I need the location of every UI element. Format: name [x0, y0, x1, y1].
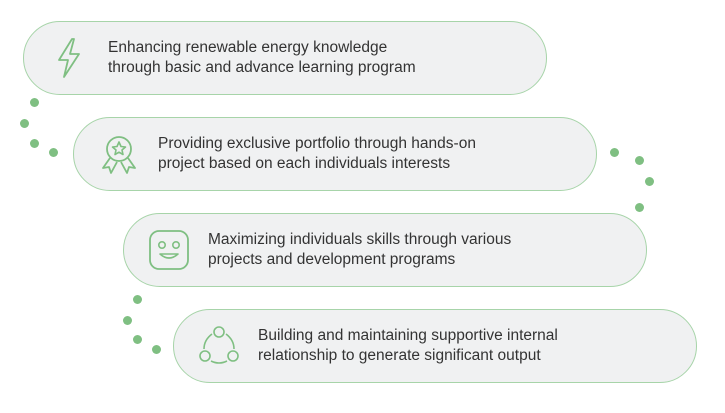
smiley-face-icon: [146, 227, 192, 273]
connector-dot: [152, 345, 161, 354]
connector-dot: [49, 148, 58, 157]
connector-dot: [133, 335, 142, 344]
feature-text: Providing exclusive portfolio through ha…: [158, 134, 476, 174]
network-cycle-icon: [196, 323, 242, 369]
connector-dot: [123, 316, 132, 325]
connector-dot: [635, 156, 644, 165]
connector-dot: [635, 203, 644, 212]
feature-line-1: Building and maintaining supportive inte…: [258, 327, 558, 344]
award-badge-icon: [96, 131, 142, 177]
feature-line-2: through basic and advance learning progr…: [108, 59, 416, 76]
connector-dot: [133, 295, 142, 304]
feature-line-1: Providing exclusive portfolio through ha…: [158, 135, 476, 152]
feature-text: Building and maintaining supportive inte…: [258, 326, 558, 366]
feature-text: Maximizing individuals skills through va…: [208, 230, 511, 270]
connector-dot: [610, 148, 619, 157]
connector-dot: [645, 177, 654, 186]
connector-dot: [30, 139, 39, 148]
feature-line-1: Enhancing renewable energy knowledge: [108, 39, 388, 56]
feature-item-portfolio: Providing exclusive portfolio through ha…: [73, 117, 597, 191]
connector-dot: [20, 119, 29, 128]
feature-text: Enhancing renewable energy knowledge thr…: [108, 38, 416, 78]
feature-item-skills: Maximizing individuals skills through va…: [123, 213, 647, 287]
connector-dot: [30, 98, 39, 107]
feature-line-1: Maximizing individuals skills through va…: [208, 231, 512, 248]
feature-item-relationship: Building and maintaining supportive inte…: [173, 309, 697, 383]
lightning-bolt-icon: [46, 35, 92, 81]
feature-line-2: project based on each individuals intere…: [158, 155, 451, 172]
feature-line-2: relationship to generate significant out…: [258, 347, 541, 364]
feature-item-energy-knowledge: Enhancing renewable energy knowledge thr…: [23, 21, 547, 95]
feature-line-2: projects and development programs: [208, 251, 456, 268]
